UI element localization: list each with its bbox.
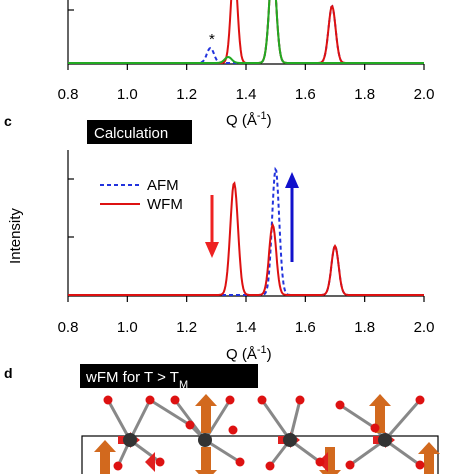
c-series-afm bbox=[68, 166, 424, 296]
c-x-tick-label: 1.4 bbox=[236, 319, 257, 336]
top-x-tick-label: 0.8 bbox=[58, 86, 79, 103]
oxygen-atoms bbox=[103, 395, 425, 471]
red-down-arrow bbox=[205, 195, 219, 258]
top-x-axis-title-main: Q (Å bbox=[226, 112, 257, 129]
metal-atoms bbox=[123, 433, 392, 447]
legend-wfm-label: WFM bbox=[147, 196, 183, 213]
c-x-axis-title-close: ) bbox=[267, 346, 272, 363]
top-x-tick-label: 1.0 bbox=[117, 86, 138, 103]
top-series-group bbox=[68, 0, 424, 64]
spin-arrows-orange bbox=[94, 394, 440, 474]
star-annotation: * bbox=[209, 31, 215, 48]
wfm-badge-sub: M bbox=[179, 379, 188, 391]
top-x-ticks bbox=[67, 64, 425, 70]
top-x-tick-labels: 0.8 1.0 1.2 1.4 1.6 1.8 2.0 bbox=[58, 86, 435, 103]
top-chart: 0.8 1.0 1.2 1.4 1.6 1.8 2.0 * Q (Å-1) bbox=[58, 0, 435, 129]
c-x-ticks bbox=[67, 296, 425, 302]
wfm-badge-text: wFM for T > TM bbox=[85, 369, 188, 391]
top-series-line-1 bbox=[68, 0, 424, 64]
top-series-line-2 bbox=[68, 0, 424, 64]
panel-d-letter: d bbox=[4, 365, 13, 381]
panel-c-letter: c bbox=[4, 113, 12, 129]
c-x-axis-title-sup: -1 bbox=[257, 344, 267, 356]
wfm-badge-bg bbox=[80, 364, 258, 388]
top-x-tick-label: 1.6 bbox=[295, 86, 316, 103]
blue-up-arrow bbox=[285, 172, 299, 262]
top-x-tick-label: 2.0 bbox=[414, 86, 435, 103]
c-x-tick-label: 1.2 bbox=[176, 319, 197, 336]
top-x-axis-title: Q (Å-1) bbox=[226, 110, 272, 129]
c-x-tick-labels: 0.8 1.0 1.2 1.4 1.6 1.8 2.0 bbox=[58, 319, 435, 336]
top-x-tick-label: 1.8 bbox=[354, 86, 375, 103]
crystal-structure bbox=[81, 394, 440, 474]
panel-c-y-label: Intensity bbox=[7, 208, 24, 264]
top-x-axis-title-close: ) bbox=[267, 112, 272, 129]
wfm-badge-main: wFM for T > T bbox=[85, 369, 179, 386]
top-x-tick-label: 1.4 bbox=[236, 86, 257, 103]
panel-d: d wFM for T > TM bbox=[4, 364, 440, 474]
top-series-line-0 bbox=[68, 0, 424, 64]
c-x-tick-label: 2.0 bbox=[414, 319, 435, 336]
calculation-badge-bg bbox=[87, 120, 192, 144]
c-x-tick-label: 1.8 bbox=[354, 319, 375, 336]
top-x-tick-label: 1.2 bbox=[176, 86, 197, 103]
c-x-axis-title-main: Q (Å bbox=[226, 346, 257, 363]
unit-cell-box bbox=[81, 435, 439, 474]
c-x-axis-title: Q (Å-1) bbox=[226, 344, 272, 363]
c-x-tick-label: 0.8 bbox=[58, 319, 79, 336]
calculation-badge-text: Calculation bbox=[94, 125, 168, 142]
c-series-group bbox=[68, 166, 424, 296]
c-x-tick-label: 1.6 bbox=[295, 319, 316, 336]
c-series-wfm bbox=[68, 181, 424, 296]
panel-c: c Calculation Intensity 0.8 1.0 1.2 1.4 1.6 1… bbox=[4, 113, 434, 363]
top-x-axis-title-sup: -1 bbox=[257, 110, 267, 122]
c-x-tick-label: 1.0 bbox=[117, 319, 138, 336]
legend-afm-label: AFM bbox=[147, 177, 179, 194]
